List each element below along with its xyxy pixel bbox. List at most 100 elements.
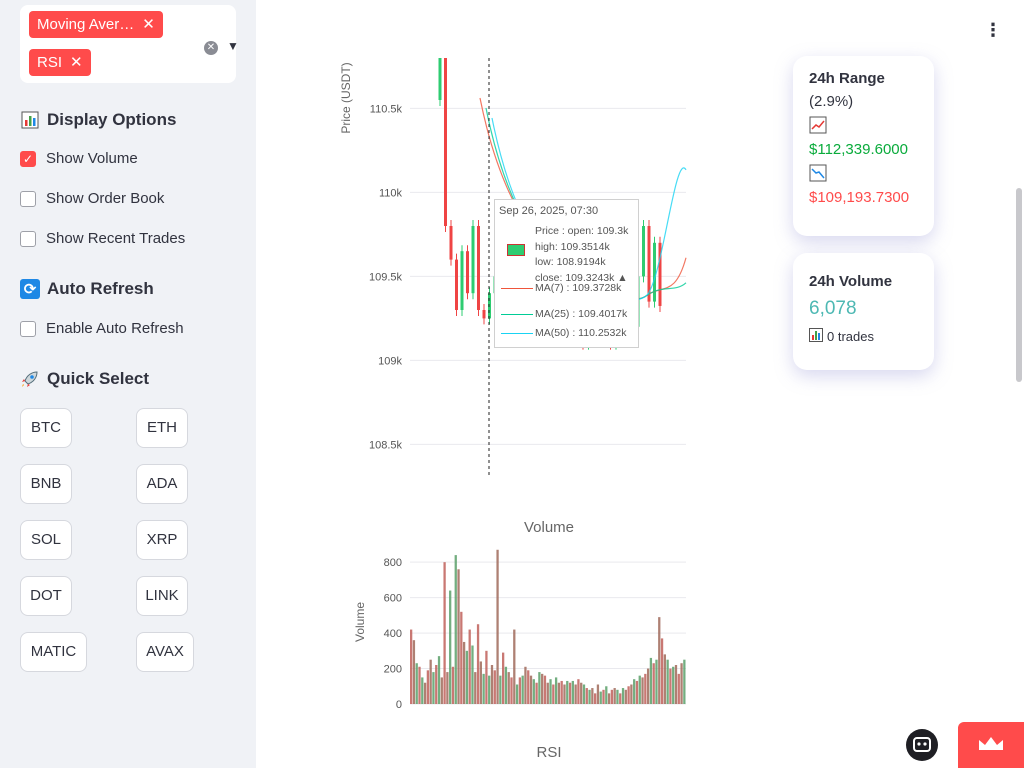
volume-bar — [410, 629, 413, 704]
quick-btn-btc[interactable]: BTC — [20, 408, 72, 448]
quick-btn-sol[interactable]: SOL — [20, 520, 72, 560]
volume-bar — [557, 682, 561, 704]
volume-bar — [666, 659, 669, 704]
volume-bar — [552, 684, 555, 704]
check-icon: ✓ — [20, 150, 36, 167]
price-y-label: Price (USDT) — [339, 62, 353, 133]
chevron-down-icon[interactable]: ▼ — [227, 39, 239, 53]
quick-btn-bnb[interactable]: BNB — [20, 464, 72, 504]
volume-bar — [507, 672, 510, 704]
volume-bar — [543, 675, 547, 704]
ma50-swatch — [501, 333, 533, 334]
volume-tick-label: 600 — [384, 593, 402, 605]
volume-bar — [649, 657, 653, 704]
volume-bar — [499, 675, 502, 704]
hover-tooltip: Sep 26, 2025, 07:30 Price : open: 109.3k… — [494, 199, 639, 348]
checkbox-box — [20, 230, 36, 247]
volume-bar — [577, 679, 580, 704]
volume-bar — [429, 659, 432, 704]
volume-bar — [566, 680, 569, 704]
volume-bar — [674, 665, 678, 704]
volume-bar — [524, 666, 527, 704]
show-order-book-checkbox[interactable]: Show Order Book — [20, 190, 164, 207]
volume-y-label: Volume — [353, 602, 367, 642]
volume-bar — [546, 682, 549, 704]
tooltip-open: Price : open: 109.3k — [535, 225, 629, 237]
auto-refresh-header: ⟳ Auto Refresh — [20, 279, 154, 299]
quick-btn-link[interactable]: LINK — [136, 576, 188, 616]
crown-icon[interactable] — [958, 722, 1024, 768]
volume-bar — [607, 693, 611, 704]
ma25-swatch — [501, 314, 533, 315]
scrollbar[interactable] — [1016, 188, 1022, 382]
quick-btn-eth[interactable]: ETH — [136, 408, 188, 448]
volume-bar — [574, 684, 577, 704]
checkbox-box — [20, 320, 36, 337]
volume-bar — [596, 684, 600, 704]
enable-auto-refresh-checkbox[interactable]: Enable Auto Refresh — [20, 320, 184, 337]
price-candle — [482, 310, 486, 319]
quick-btn-xrp[interactable]: XRP — [136, 520, 188, 560]
quick-btn-dot[interactable]: DOT — [20, 576, 72, 616]
price-candle — [642, 226, 645, 277]
tooltip-close: close: 109.3243k ▲ — [535, 271, 628, 284]
range-low: $109,193.7300 — [809, 189, 910, 206]
volume-bar — [457, 569, 460, 704]
more-vertical-icon[interactable]: ⋮ — [984, 20, 1002, 40]
volume-bar — [515, 684, 519, 704]
quick-btn-matic[interactable]: MATIC — [20, 632, 87, 672]
volume-bar — [619, 693, 622, 704]
bot-avatar-icon[interactable] — [906, 729, 938, 761]
tooltip-date: Sep 26, 2025, 07:30 — [499, 205, 599, 217]
quick-btn-avax[interactable]: AVAX — [136, 632, 194, 672]
range-high: $112,339.6000 — [809, 141, 908, 158]
volume-tick-label: 400 — [384, 628, 402, 640]
clear-icon[interactable]: ✕ — [204, 41, 218, 55]
volume-bar — [594, 693, 597, 704]
volume-bar — [474, 672, 477, 704]
rsi-chart-title: RSI — [536, 744, 561, 761]
quick-btn-ada[interactable]: ADA — [136, 464, 188, 504]
refresh-icon: ⟳ — [20, 279, 40, 299]
volume-bar — [635, 680, 639, 704]
volume-bar — [460, 611, 463, 704]
display-options-header: Display Options — [20, 110, 176, 130]
volume-bar — [538, 672, 541, 704]
volume-bar — [621, 688, 625, 704]
show-volume-checkbox[interactable]: ✓ Show Volume — [20, 150, 138, 167]
indicator-multiselect[interactable]: Moving Aver… ✕ RSI ✕ ✕ ▼ — [20, 5, 239, 83]
volume-bars — [410, 549, 686, 704]
section-title: Display Options — [47, 110, 177, 129]
volume-bar — [658, 617, 661, 704]
volume-bar — [513, 629, 516, 704]
tag-remove-icon[interactable]: ✕ — [70, 54, 83, 71]
tag-remove-icon[interactable]: ✕ — [142, 16, 155, 33]
volume-bar — [435, 665, 438, 704]
volume-bar — [418, 666, 421, 704]
volume-bar — [468, 629, 471, 704]
volume-bar — [627, 686, 630, 704]
show-recent-trades-checkbox[interactable]: Show Recent Trades — [20, 230, 185, 247]
price-candle — [471, 226, 475, 294]
volume-chart[interactable]: Volume Volume 800 600 400 200 0 RSI — [330, 510, 700, 768]
volume-bar — [485, 650, 488, 704]
volume-bar — [680, 663, 683, 704]
price-candle — [647, 226, 651, 302]
volume-bar — [423, 682, 427, 704]
volume-tick-label: 800 — [384, 557, 402, 569]
volume-bar — [610, 689, 614, 704]
volume-bar — [588, 689, 591, 704]
volume-bar — [412, 640, 416, 704]
tag-label: Moving Aver… — [37, 16, 135, 33]
volume-bar — [591, 688, 594, 704]
volume-bar — [488, 675, 491, 704]
volume-title: 24h Volume — [809, 273, 893, 290]
bar-chart-icon — [809, 328, 823, 345]
volume-y-ticks: 800 600 400 200 0 — [384, 557, 402, 711]
tooltip-ma7: MA(7) : 109.3728k — [535, 282, 622, 294]
tooltip-ma25: MA(25) : 109.4017k — [535, 308, 628, 320]
bar-chart-icon — [20, 110, 40, 130]
volume-bar — [582, 684, 586, 704]
volume-bar — [535, 682, 538, 704]
volume-bar — [638, 675, 641, 704]
